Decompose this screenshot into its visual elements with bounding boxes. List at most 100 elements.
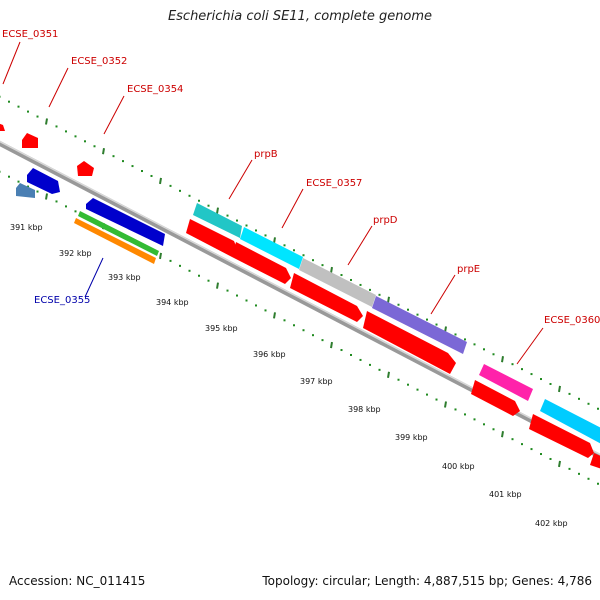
track-dot: [454, 333, 457, 336]
scale-label: 402 kbp: [535, 519, 568, 528]
track-dot: [397, 303, 400, 306]
gene-block-prpE-purple[interactable]: [372, 296, 467, 354]
track-dot: [293, 324, 295, 327]
track-dot: [112, 155, 115, 158]
track-dot: [473, 343, 476, 346]
track-dot: [340, 349, 343, 352]
track-dot: [521, 368, 523, 371]
gene-arrow-blue-1[interactable]: [27, 168, 60, 194]
gene-block-cyan-right[interactable]: [540, 399, 600, 446]
track-dot: [236, 219, 238, 222]
track-dot: [511, 438, 514, 441]
scale-tick: [330, 266, 333, 274]
track-dot: [578, 397, 580, 400]
scale-label: 399 kbp: [395, 433, 428, 442]
gene-features: [0, 122, 600, 470]
track-dot: [36, 115, 39, 118]
accession-text: Accession: NC_011415: [9, 574, 146, 588]
track-dot: [492, 428, 495, 431]
track-dot: [397, 378, 400, 381]
gene-label-ecse-0357[interactable]: ECSE_0357: [306, 178, 362, 189]
gene-arrow-ecse-0354[interactable]: [77, 161, 94, 176]
track-dot: [207, 279, 210, 282]
scale-tick: [159, 177, 162, 185]
scale-tick: [216, 207, 219, 214]
track-dot: [55, 200, 58, 203]
track-dot: [65, 205, 67, 208]
scale-tick: [330, 341, 333, 349]
track-dot: [264, 309, 267, 312]
track-dot: [407, 308, 409, 311]
gene-block-prpD-gray[interactable]: [299, 258, 376, 307]
gene-label-ecse-0355[interactable]: ECSE_0355: [34, 295, 90, 306]
track-dot: [27, 185, 29, 188]
track-dot: [435, 323, 438, 326]
gene-label-ecse-0360[interactable]: ECSE_0360: [544, 315, 600, 326]
gene-label-ecse-0354[interactable]: ECSE_0354: [127, 84, 183, 95]
gene-arrow-left-edge[interactable]: [0, 122, 5, 131]
gene-label-ecse-0352[interactable]: ECSE_0352: [71, 56, 127, 67]
track-dot: [293, 249, 295, 252]
track-dot: [492, 353, 495, 356]
track-dot: [236, 294, 238, 297]
scale-label: 400 kbp: [442, 462, 475, 471]
track-dot: [416, 313, 419, 316]
map-title: Escherichia coli SE11, complete genome: [167, 9, 433, 24]
track-dot: [179, 189, 181, 192]
track-dot: [312, 259, 314, 262]
track-dot: [179, 264, 181, 267]
gene-bar-green[interactable]: [78, 211, 159, 256]
cds-arrow-2[interactable]: [232, 242, 291, 284]
track-dot: [369, 363, 371, 366]
gene-label-prpB[interactable]: prpB: [254, 149, 278, 160]
track-dot: [198, 274, 200, 277]
track-dot: [169, 259, 172, 262]
track-dot: [207, 204, 210, 207]
track-dot: [483, 423, 485, 426]
cds-arrow-6[interactable]: [529, 414, 594, 458]
scale-tick: [273, 312, 276, 319]
gene-label-prpE[interactable]: prpE: [457, 264, 480, 275]
gene-arrow-ecse-0352[interactable]: [22, 133, 38, 148]
track-dot: [321, 264, 324, 267]
scale-label: 401 kbp: [489, 490, 522, 499]
track-dot: [530, 373, 533, 376]
track-dot: [530, 448, 533, 451]
track-dot: [0, 170, 1, 173]
track-dot: [350, 278, 352, 281]
gene-label-prpD[interactable]: prpD: [373, 215, 398, 226]
track-dot: [27, 110, 29, 113]
scale-tick: [102, 148, 105, 155]
gene-label-ecse-0351[interactable]: ECSE_0351: [2, 29, 58, 40]
track-dot: [473, 418, 476, 421]
track-dot: [378, 293, 381, 296]
scale-tick: [558, 460, 561, 468]
gene-block-ecse-0357-cyan[interactable]: [240, 227, 303, 269]
track-dot: [597, 407, 599, 410]
gene-block-steelblue[interactable]: [16, 183, 35, 198]
gene-bar-orange[interactable]: [74, 218, 156, 264]
cds-arrow-4[interactable]: [363, 311, 456, 374]
track-dot: [226, 214, 229, 217]
scale-tick: [387, 371, 390, 378]
scale-tick: [45, 118, 48, 125]
cds-arrow-3[interactable]: [290, 273, 363, 322]
track-dot: [350, 353, 352, 356]
track-dot: [426, 393, 428, 396]
scale-label: 395 kbp: [205, 324, 238, 333]
track-dot: [435, 398, 438, 401]
track-dot: [93, 145, 96, 148]
cds-arrow-5[interactable]: [471, 380, 520, 416]
track-dot: [359, 283, 362, 286]
track-dot: [245, 299, 248, 302]
cds-arrow-1[interactable]: [186, 219, 238, 257]
track-dot: [55, 125, 58, 128]
track-dot: [340, 274, 343, 277]
gene-block-prpB-teal[interactable]: [193, 203, 242, 238]
scale-tick: [444, 401, 447, 408]
gene-arrow-blue-2[interactable]: [86, 198, 165, 246]
gene-block-ecse-0360-magenta[interactable]: [479, 364, 533, 401]
track-dot: [8, 100, 10, 103]
cds-arrow-7[interactable]: [590, 453, 600, 470]
track-dot: [587, 477, 590, 480]
